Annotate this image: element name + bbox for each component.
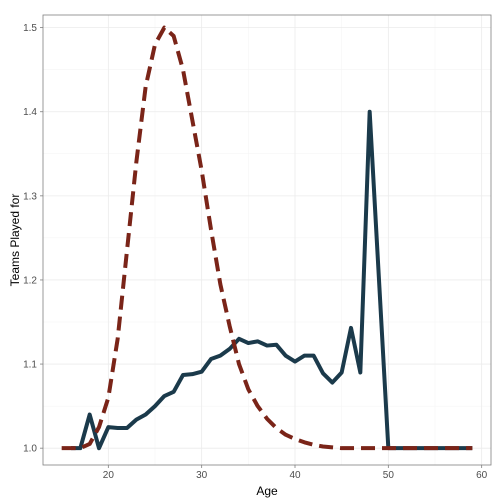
- y-tick-label: 1.3: [23, 191, 37, 202]
- y-tick-label: 1.1: [23, 360, 37, 371]
- y-axis-title: Teams Played for: [8, 194, 22, 287]
- x-tick-label: 30: [196, 470, 208, 481]
- x-tick-label: 20: [103, 470, 115, 481]
- x-tick-label: 60: [476, 470, 488, 481]
- y-tick-label: 1.0: [23, 444, 37, 455]
- series-layer: [61, 25, 473, 451]
- ticks: 20 30 40 50 60 1.0 1.1 1.2 1.3 1.4 1.5: [23, 23, 488, 481]
- y-tick-label: 1.4: [23, 107, 37, 118]
- panel-background: [43, 15, 491, 465]
- x-tick-label: 50: [383, 470, 395, 481]
- x-axis-title: Age: [256, 484, 278, 498]
- series-line-dashed: [61, 25, 473, 451]
- x-tick-label: 40: [289, 470, 301, 481]
- y-tick-label: 1.5: [23, 23, 37, 34]
- y-tick-label: 1.2: [23, 275, 37, 286]
- panel-border: [42, 14, 492, 466]
